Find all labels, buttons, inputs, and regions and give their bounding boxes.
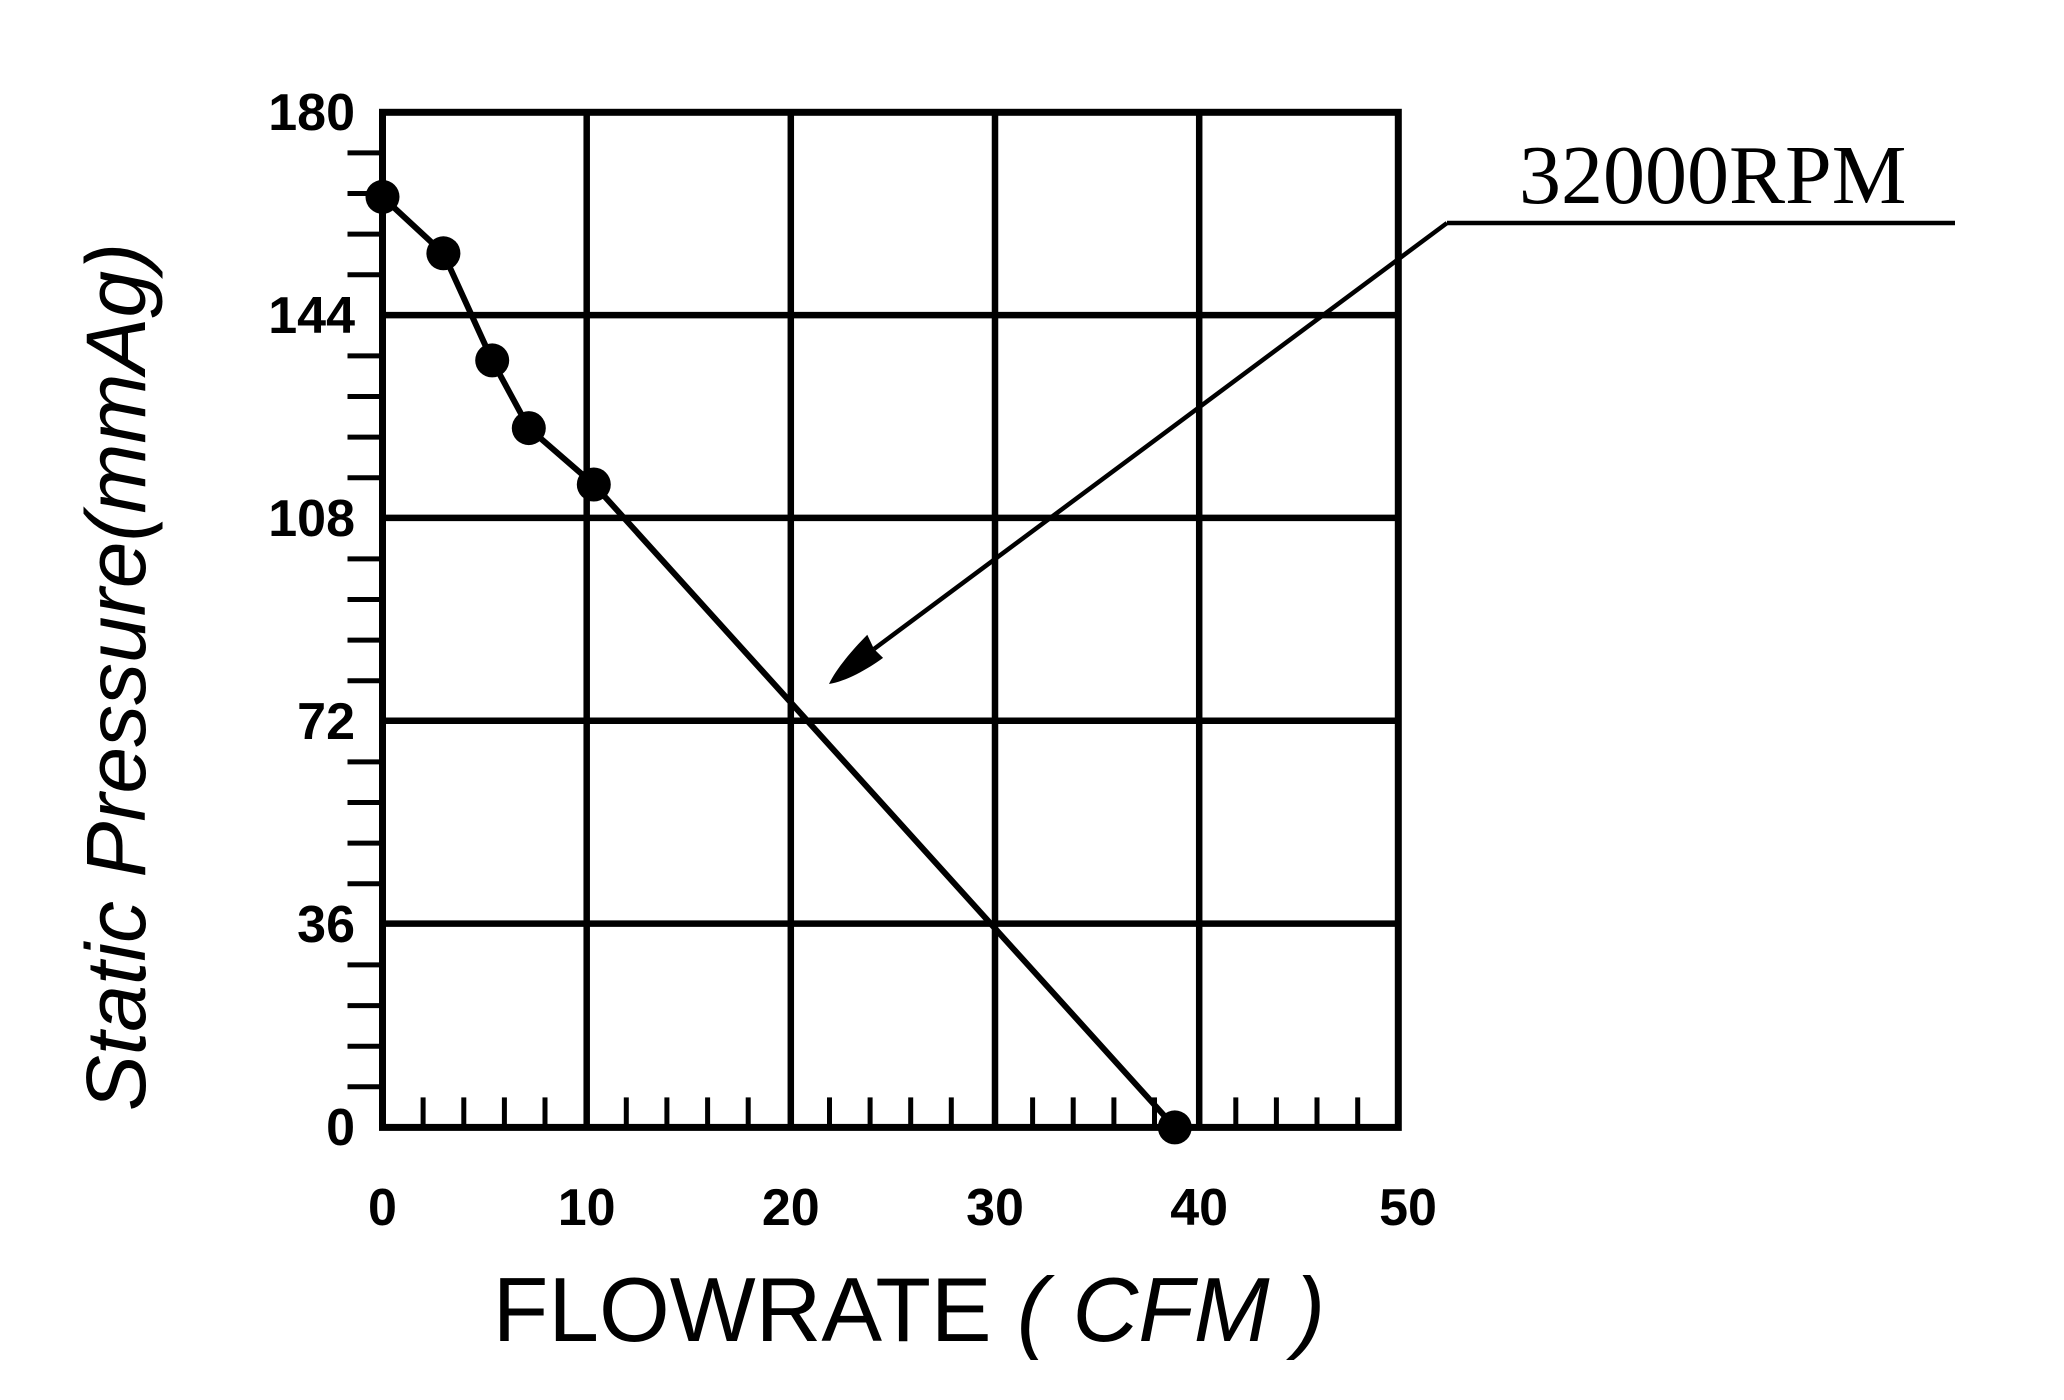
svg-text:108: 108 xyxy=(268,490,355,548)
svg-text:0: 0 xyxy=(326,1099,355,1157)
svg-text:72: 72 xyxy=(297,693,355,751)
svg-text:FLOWRATE ( CFM ): FLOWRATE ( CFM ) xyxy=(493,1260,1325,1361)
svg-text:10: 10 xyxy=(558,1179,616,1237)
svg-text:36: 36 xyxy=(297,896,355,954)
svg-text:50: 50 xyxy=(1379,1179,1437,1237)
svg-text:40: 40 xyxy=(1170,1179,1228,1237)
svg-text:20: 20 xyxy=(762,1179,820,1237)
svg-text:Static Pressure(mmAg): Static Pressure(mmAg) xyxy=(69,243,163,1111)
svg-text:0: 0 xyxy=(368,1179,397,1237)
svg-text:144: 144 xyxy=(268,287,355,345)
svg-text:32000RPM: 32000RPM xyxy=(1519,129,1906,222)
svg-text:180: 180 xyxy=(268,84,355,142)
svg-text:30: 30 xyxy=(966,1179,1024,1237)
